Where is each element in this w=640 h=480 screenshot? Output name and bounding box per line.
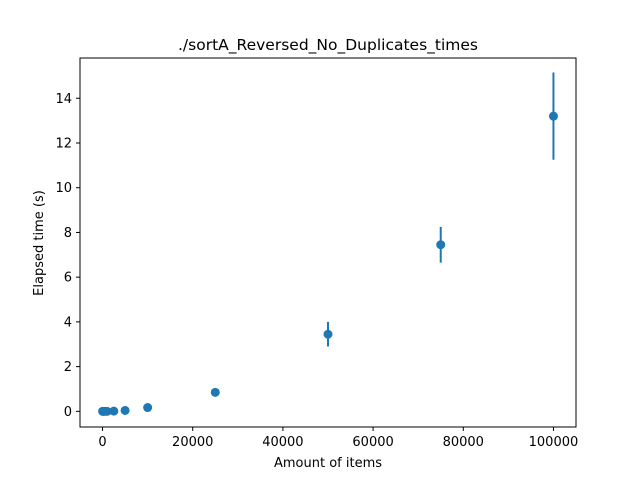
chart-title: ./sortA_Reversed_No_Duplicates_times xyxy=(178,36,478,55)
y-axis-label: Elapsed time (s) xyxy=(32,190,47,296)
plot-area xyxy=(98,72,558,416)
axes-frame xyxy=(79,57,577,428)
x-tick-label: 80000 xyxy=(443,435,484,450)
x-axis: 0 20000 40000 60000 80000 100000 xyxy=(98,427,578,450)
data-point xyxy=(109,406,119,416)
data-point xyxy=(143,403,153,413)
data-point xyxy=(102,406,112,416)
y-axis: 0 2 4 6 8 10 12 14 xyxy=(55,92,80,420)
y-tick-label: 4 xyxy=(64,315,72,330)
y-tick-label: 8 xyxy=(64,226,72,241)
x-tick-label: 20000 xyxy=(172,435,213,450)
y-tick-label: 12 xyxy=(55,136,72,151)
data-point xyxy=(436,240,446,250)
y-tick-label: 2 xyxy=(64,360,72,375)
data-point xyxy=(120,405,130,415)
x-tick-label: 60000 xyxy=(352,435,393,450)
x-tick-label: 40000 xyxy=(262,435,303,450)
data-point xyxy=(323,329,333,339)
data-point xyxy=(210,387,220,397)
y-tick-label: 6 xyxy=(64,271,72,286)
y-tick-label: 10 xyxy=(55,181,72,196)
data-point xyxy=(548,111,558,121)
x-axis-label: Amount of items xyxy=(274,456,382,471)
x-tick-label: 100000 xyxy=(529,435,579,450)
y-tick-label: 14 xyxy=(55,92,72,107)
y-tick-label: 0 xyxy=(64,405,72,420)
x-tick-label: 0 xyxy=(98,435,106,450)
